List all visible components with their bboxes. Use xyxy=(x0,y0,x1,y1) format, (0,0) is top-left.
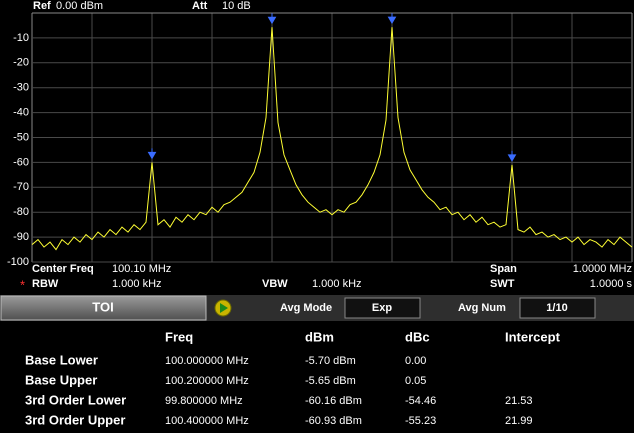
peak-marker xyxy=(387,13,397,25)
cell: 21.53 xyxy=(505,395,533,407)
y-tick-label: -60 xyxy=(13,156,29,168)
cell: -5.70 dBm xyxy=(305,355,356,367)
avg-num-box[interactable] xyxy=(519,297,596,319)
y-tick-label: -100 xyxy=(7,256,29,268)
toi-tab[interactable] xyxy=(0,295,207,321)
peak-marker xyxy=(507,150,517,162)
y-tick-label: -70 xyxy=(13,181,29,193)
peak-marker xyxy=(267,13,277,25)
cell: -60.93 dBm xyxy=(305,415,362,427)
vbw-value: 1.000 kHz xyxy=(312,278,362,290)
cell: 99.800000 MHz xyxy=(165,395,243,407)
peak-marker xyxy=(147,148,157,160)
column-header: Intercept xyxy=(505,329,561,344)
avg-mode-label: Avg Mode xyxy=(280,302,332,314)
avg-num-value: 1/10 xyxy=(546,302,567,314)
span-label: Span xyxy=(490,263,517,275)
rbw-value: 1.000 kHz xyxy=(112,278,162,290)
cell: 21.99 xyxy=(505,415,533,427)
rbw-label: RBW xyxy=(32,278,59,290)
column-header: dBc xyxy=(405,329,430,344)
cell: -54.46 xyxy=(405,395,436,407)
trace xyxy=(31,27,633,251)
y-tick-label: -30 xyxy=(13,82,29,94)
y-tick-label: -90 xyxy=(13,231,29,243)
cell: -5.65 dBm xyxy=(305,375,356,387)
results-table: Freq dBm dBc Intercept Base Lower 100.000000 … xyxy=(25,329,561,427)
cell: -55.23 xyxy=(405,415,436,427)
swt-value: 1.0000 s xyxy=(590,278,633,290)
cell: 0.00 xyxy=(405,355,426,367)
avg-mode-box[interactable] xyxy=(344,297,421,319)
play-icon xyxy=(220,303,228,313)
y-tick-label: -50 xyxy=(13,131,29,143)
ref-value: 0.00 dBm xyxy=(56,0,103,12)
swt-label: SWT xyxy=(490,278,515,290)
y-tick-label: -40 xyxy=(13,107,29,119)
y-tick-label: -80 xyxy=(13,206,29,218)
toi-title: TOI xyxy=(92,299,113,314)
span-value: 1.0000 MHz xyxy=(573,263,632,275)
center-value: 100.10 MHz xyxy=(112,263,171,275)
ref-label: Ref xyxy=(33,0,51,12)
column-header: dBm xyxy=(305,329,334,344)
grid xyxy=(31,12,633,263)
column-header: Freq xyxy=(165,329,193,344)
row-label: Base Upper xyxy=(25,372,97,387)
att-label: Att xyxy=(192,0,208,12)
cell: 100.000000 MHz xyxy=(165,355,249,367)
att-value: 10 dB xyxy=(222,0,251,12)
rbw-star: * xyxy=(20,277,25,292)
cell: 100.200000 MHz xyxy=(165,375,249,387)
cell: 0.05 xyxy=(405,375,426,387)
avg-mode-value: Exp xyxy=(372,302,392,314)
cell: -60.16 dBm xyxy=(305,395,362,407)
y-tick-label: -10 xyxy=(13,32,29,44)
row-label: Base Lower xyxy=(25,352,98,367)
avg-num-label: Avg Num xyxy=(458,302,506,314)
row-label: 3rd Order Lower xyxy=(25,392,126,407)
cell: 100.400000 MHz xyxy=(165,415,249,427)
vbw-label: VBW xyxy=(262,278,288,290)
center-label: Center Freq xyxy=(32,263,94,275)
y-tick-label: -20 xyxy=(13,57,29,69)
row-label: 3rd Order Upper xyxy=(25,412,125,427)
